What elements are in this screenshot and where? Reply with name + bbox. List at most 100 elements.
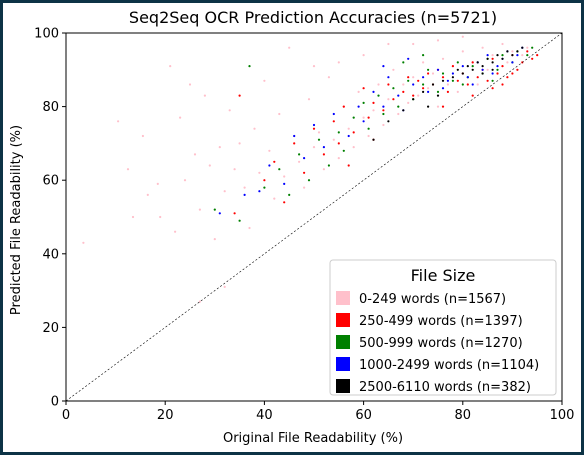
- data-point: [382, 105, 385, 108]
- data-point: [466, 76, 469, 79]
- data-point: [332, 138, 335, 141]
- data-point: [203, 94, 206, 97]
- data-point: [387, 120, 390, 123]
- data-point: [322, 168, 325, 171]
- data-point: [131, 215, 135, 219]
- data-point: [377, 94, 380, 97]
- data-point: [183, 179, 187, 182]
- data-point: [481, 46, 484, 49]
- data-point: [486, 57, 489, 60]
- x-tick-label: 40: [256, 408, 273, 423]
- data-point: [496, 68, 499, 71]
- data-point: [436, 94, 440, 97]
- data-point: [332, 112, 335, 116]
- data-point: [253, 127, 256, 130]
- data-point: [397, 94, 400, 97]
- data-point: [501, 83, 504, 86]
- data-point: [303, 186, 306, 189]
- data-point: [511, 61, 514, 64]
- data-point: [146, 193, 149, 196]
- data-point: [332, 120, 335, 123]
- data-point: [491, 54, 494, 57]
- data-point: [263, 79, 266, 82]
- scatter-chart: Seq2Seq OCR Prediction Accuracies (n=572…: [9, 8, 575, 446]
- series-1: [233, 50, 539, 215]
- data-point: [117, 120, 120, 123]
- data-point: [327, 76, 330, 79]
- data-point: [506, 50, 509, 53]
- x-axis-label: Original File Readability (%): [223, 431, 403, 446]
- data-point: [417, 94, 420, 97]
- data-point: [491, 57, 494, 60]
- data-point: [382, 109, 385, 112]
- data-point: [436, 39, 440, 42]
- data-point: [501, 65, 504, 68]
- data-point: [412, 94, 415, 97]
- data-point: [293, 134, 296, 138]
- data-point: [466, 83, 469, 86]
- x-tick-label: 100: [550, 408, 575, 423]
- data-point: [223, 285, 226, 288]
- data-point: [342, 105, 345, 108]
- data-point: [496, 72, 499, 75]
- legend-label: 0-249 words (n=1567): [359, 292, 506, 307]
- data-point: [258, 190, 261, 193]
- data-point: [441, 72, 445, 75]
- y-tick-label: 80: [42, 100, 59, 115]
- legend-label: 500-999 words (n=1270): [359, 336, 523, 351]
- data-point: [441, 105, 445, 108]
- data-point: [303, 171, 306, 174]
- data-point: [174, 230, 177, 233]
- x-tick-label: 0: [62, 408, 70, 423]
- data-point: [531, 46, 534, 49]
- data-point: [536, 54, 539, 57]
- data-point: [456, 68, 459, 71]
- data-point: [422, 54, 425, 57]
- data-point: [317, 131, 321, 134]
- data-point: [476, 76, 479, 79]
- legend-box: [329, 259, 557, 396]
- data-point: [422, 83, 425, 86]
- reference-line: [65, 32, 563, 402]
- data-point: [352, 131, 355, 134]
- data-point: [268, 149, 271, 152]
- data-point: [337, 157, 340, 160]
- data-point: [481, 68, 484, 71]
- data-point: [322, 153, 325, 156]
- data-point: [407, 57, 410, 60]
- data-point: [218, 146, 221, 149]
- data-point: [218, 212, 221, 215]
- data-point: [238, 219, 241, 222]
- data-point: [491, 68, 494, 71]
- data-point: [516, 54, 519, 57]
- data-point: [248, 226, 251, 230]
- data-point: [422, 90, 425, 93]
- data-point: [357, 90, 360, 93]
- data-point: [223, 190, 226, 193]
- data-point: [347, 134, 350, 138]
- data-point: [312, 123, 316, 127]
- data-point: [427, 68, 430, 71]
- data-point: [387, 42, 390, 46]
- data-point: [372, 138, 375, 141]
- data-point: [298, 160, 301, 163]
- data-point: [422, 76, 425, 79]
- y-axis-label: Predicted File Readability (%): [9, 125, 24, 315]
- data-point: [322, 146, 325, 149]
- data-point: [422, 61, 425, 64]
- x-tick-label: 20: [157, 408, 174, 423]
- data-point: [362, 101, 365, 104]
- y-axis: 0 20 40 60 80 100: [34, 27, 66, 410]
- y-tick-label: 60: [42, 174, 59, 189]
- data-point: [193, 153, 197, 156]
- data-point: [481, 72, 484, 75]
- legend-title: File Size: [411, 266, 476, 285]
- data-point: [198, 208, 201, 211]
- data-point: [427, 90, 430, 93]
- data-point: [402, 109, 405, 112]
- data-point: [126, 168, 130, 171]
- data-point: [362, 116, 365, 119]
- data-point: [486, 79, 489, 82]
- data-point: [312, 127, 316, 130]
- data-point: [397, 105, 400, 108]
